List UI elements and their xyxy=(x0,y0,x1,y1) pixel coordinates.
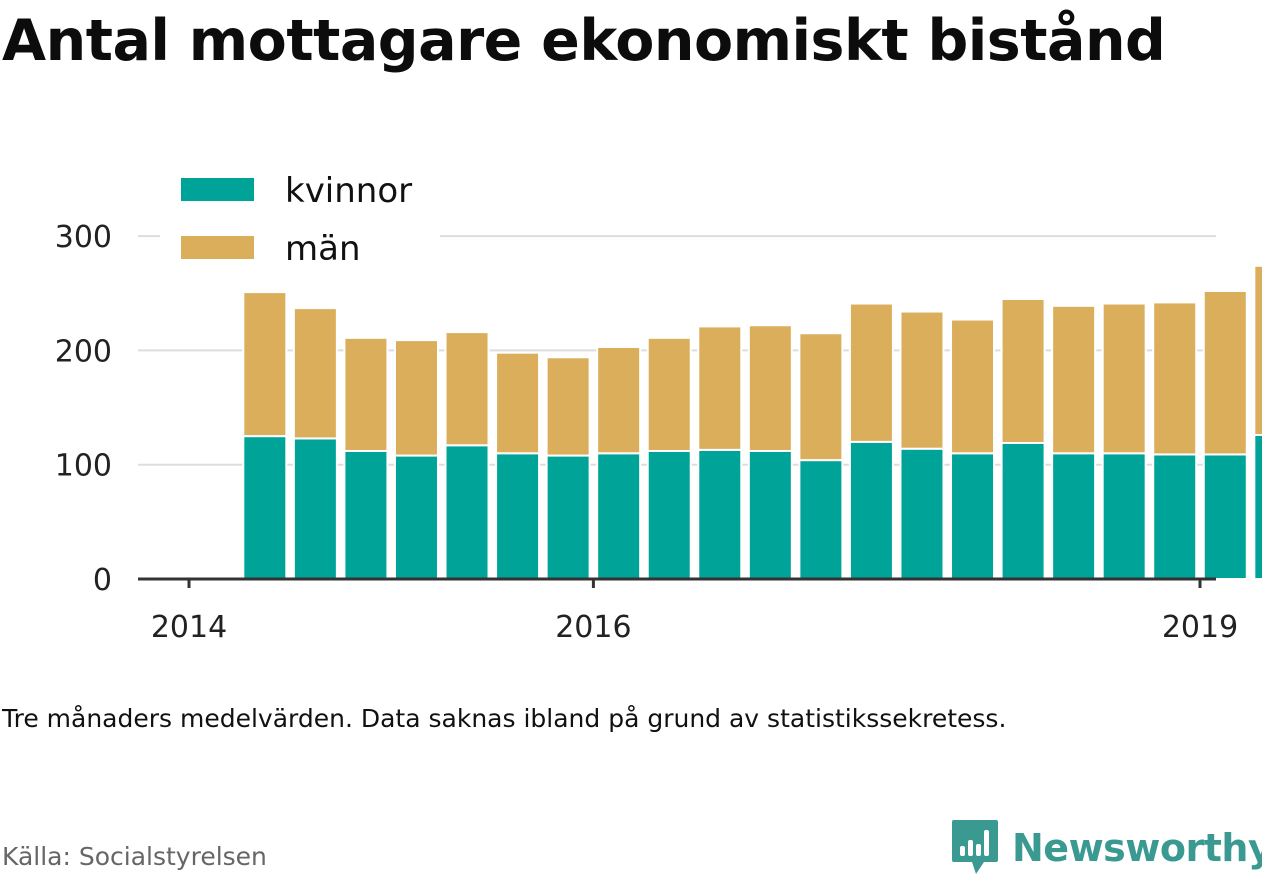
bar-kvinnor xyxy=(1000,441,1046,580)
bar-man xyxy=(950,318,996,455)
bar-man xyxy=(1000,297,1046,444)
legend-swatch-kvinnor xyxy=(181,178,254,201)
bar-man xyxy=(1152,301,1198,456)
bar-kvinnor xyxy=(242,435,288,580)
y-tick-label: 0 xyxy=(93,563,112,598)
bar-man xyxy=(1051,304,1097,455)
bar-man xyxy=(1253,264,1262,436)
bar-kvinnor xyxy=(899,447,945,580)
bar-man xyxy=(444,331,490,447)
y-tick-label: 200 xyxy=(55,334,112,369)
x-tick-label: 2014 xyxy=(151,610,227,645)
bar-man xyxy=(697,325,743,451)
bar-kvinnor xyxy=(1152,453,1198,580)
bar-man xyxy=(747,324,793,452)
bar-kvinnor xyxy=(292,437,338,581)
bar-kvinnor xyxy=(697,448,743,580)
y-tick-label: 300 xyxy=(55,220,112,255)
legend-label-man: män xyxy=(285,229,361,269)
bar-man xyxy=(646,336,692,452)
bar-man xyxy=(495,351,541,455)
legend-swatch-man xyxy=(181,236,254,259)
bar-kvinnor xyxy=(596,452,642,580)
bar-kvinnor xyxy=(1253,433,1262,580)
bar-man xyxy=(393,339,439,457)
legend-label-kvinnor: kvinnor xyxy=(285,171,412,211)
bar-man xyxy=(242,291,288,438)
bar-man xyxy=(596,345,642,455)
legend: kvinnor män xyxy=(160,170,440,275)
axes: 010020030020142016201920212023 xyxy=(55,220,1238,645)
brand-name: Newsworthy xyxy=(1012,826,1262,870)
bar-kvinnor xyxy=(495,452,541,580)
source-credit: Källa: Socialstyrelsen xyxy=(2,842,267,871)
bar-kvinnor xyxy=(444,444,490,581)
bar-man xyxy=(1202,289,1248,456)
bar-kvinnor xyxy=(1051,452,1097,580)
bar-kvinnor xyxy=(545,454,591,580)
brand: Newsworthy xyxy=(950,818,1262,878)
bar-man xyxy=(798,332,844,462)
bar-kvinnor xyxy=(343,449,389,581)
bar-man xyxy=(1101,302,1147,455)
bar-kvinnor xyxy=(1202,453,1248,580)
bar-man xyxy=(545,356,591,457)
bar-man xyxy=(899,310,945,450)
bar-kvinnor xyxy=(646,449,692,581)
bar-man xyxy=(292,307,338,440)
bar-man xyxy=(848,302,894,443)
bar-kvinnor xyxy=(747,449,793,581)
newsworthy-logo-icon xyxy=(952,820,998,874)
x-tick-label: 2019 xyxy=(1162,610,1238,645)
bar-kvinnor xyxy=(1101,452,1147,580)
bar-kvinnor xyxy=(950,452,996,580)
bar-kvinnor xyxy=(798,459,844,580)
chart-title: Antal mottagare ekonomiskt bistånd xyxy=(2,8,1166,74)
bars xyxy=(242,264,1262,581)
y-tick-label: 100 xyxy=(55,449,112,484)
stacked-bar-chart: 010020030020142016201920212023 kvinnormä… xyxy=(55,170,1262,645)
chart-note: Tre månaders medelvärden. Data saknas ib… xyxy=(2,704,1007,733)
bar-kvinnor xyxy=(848,440,894,580)
bar-kvinnor xyxy=(393,454,439,580)
x-tick-label: 2016 xyxy=(555,610,631,645)
bar-man xyxy=(343,336,389,452)
